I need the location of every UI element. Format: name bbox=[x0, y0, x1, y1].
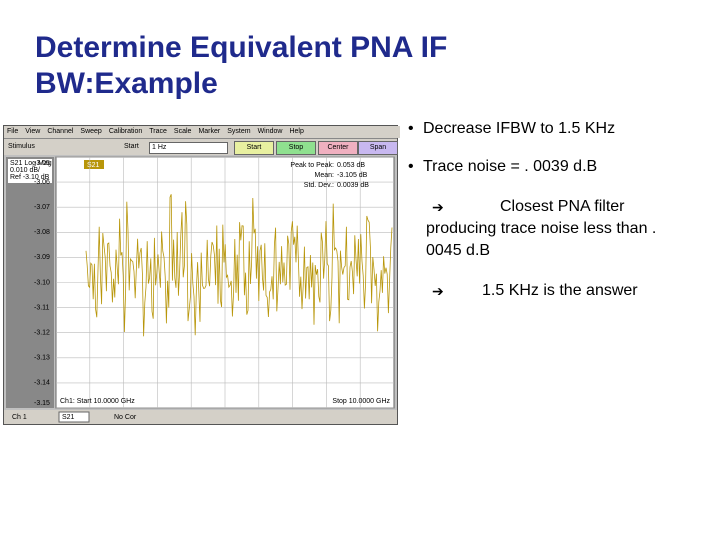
stat-value: -3.105 dB bbox=[337, 172, 368, 179]
arrow-text: 1.5 KHz is the answer bbox=[482, 282, 638, 299]
y-label: -3.07 bbox=[34, 204, 50, 211]
button[interactable]: Stop bbox=[276, 141, 316, 155]
stat-label: Peak to Peak: bbox=[290, 162, 334, 169]
stat-value: 0.0039 dB bbox=[337, 182, 369, 189]
status-text: Ch 1 bbox=[12, 414, 27, 421]
button[interactable]: Span bbox=[358, 141, 398, 155]
bullet: Decrease IFBW to 1.5 KHz bbox=[408, 120, 708, 138]
trace-tag bbox=[84, 160, 104, 169]
menu-item[interactable]: Scale bbox=[173, 128, 192, 135]
arrow-icon: ➔ bbox=[432, 199, 444, 215]
menu-item[interactable]: Help bbox=[289, 128, 304, 135]
left-pane bbox=[6, 157, 54, 408]
toolbar: Stimulus Start 1 Hz Start Stop Center Sp… bbox=[4, 138, 398, 156]
y-label: -3.12 bbox=[34, 330, 50, 337]
y-label: -3.13 bbox=[34, 355, 50, 362]
menu-item[interactable]: Sweep bbox=[80, 128, 102, 135]
menu-item[interactable]: Channel bbox=[47, 128, 74, 135]
button[interactable]: Start bbox=[234, 141, 274, 155]
legend-text: 0.010 dB/ bbox=[10, 167, 40, 174]
stat-value: 0.053 dB bbox=[337, 162, 365, 169]
field-label: Start bbox=[124, 143, 139, 150]
analyzer-screenshot: File View Channel Sweep Calibration Trace Scal… bbox=[3, 125, 400, 425]
notes: Decrease IFBW to 1.5 KHz Trace noise = .… bbox=[408, 120, 708, 320]
y-label: -3.10 bbox=[34, 279, 50, 286]
footer-stop: Stop 10.0000 GHz bbox=[332, 398, 390, 405]
y-label: -3.06 bbox=[34, 179, 50, 186]
arrow-item: ➔ Closest PNA filter producing trace nois… bbox=[408, 196, 708, 262]
status-text: No Cor bbox=[114, 414, 137, 421]
menu-item[interactable]: Window bbox=[257, 128, 283, 135]
menu-item[interactable]: Calibration bbox=[108, 128, 143, 135]
trace-tag-text: S21 bbox=[87, 162, 100, 169]
y-label: -3.15 bbox=[34, 400, 50, 407]
menu-item[interactable]: View bbox=[25, 128, 41, 135]
y-label: -3.05 bbox=[34, 160, 50, 167]
status-field bbox=[58, 411, 90, 423]
status-bar bbox=[4, 410, 397, 424]
menu-bar: File View Channel Sweep Calibration Trace Scal… bbox=[4, 126, 400, 138]
arrow-text: Closest PNA filter producing trace noise… bbox=[426, 198, 657, 259]
legend-box bbox=[8, 159, 52, 183]
legend-text: Ref -3.10 dB bbox=[10, 174, 50, 181]
y-label: -3.11 bbox=[34, 304, 50, 311]
status-text: S21 bbox=[62, 414, 75, 421]
arrow-item: ➔ 1.5 KHz is the answer bbox=[408, 280, 708, 302]
noise-trace bbox=[85, 194, 393, 337]
menu-item[interactable]: Marker bbox=[198, 128, 221, 135]
stat-label: Std. Dev.: bbox=[304, 182, 334, 189]
slide-title: Determine Equivalent PNA IF BW:Example bbox=[35, 31, 448, 100]
footer-start: Ch1: Start 10.0000 GHz bbox=[60, 398, 135, 405]
menu-item[interactable]: File bbox=[7, 128, 19, 135]
arrow-icon: ➔ bbox=[432, 283, 444, 299]
bullet: Trace noise = . 0039 d.B bbox=[408, 158, 708, 176]
stat-label: Mean: bbox=[315, 172, 335, 179]
toolbar-label: Stimulus bbox=[8, 143, 35, 150]
menu-item[interactable]: System bbox=[227, 128, 251, 135]
menu-item[interactable]: Trace bbox=[149, 128, 167, 135]
y-label: -3.09 bbox=[34, 254, 50, 261]
field-value[interactable]: 1 Hz bbox=[149, 142, 228, 154]
plot-area: S21 Log Mag 0.010 dB/ Ref -3.10 dB S21 C… bbox=[4, 155, 397, 424]
button[interactable]: Center bbox=[318, 141, 358, 155]
legend-text: S21 Log Mag bbox=[10, 160, 52, 167]
y-label: -3.14 bbox=[34, 380, 50, 387]
y-label: -3.08 bbox=[34, 229, 50, 236]
